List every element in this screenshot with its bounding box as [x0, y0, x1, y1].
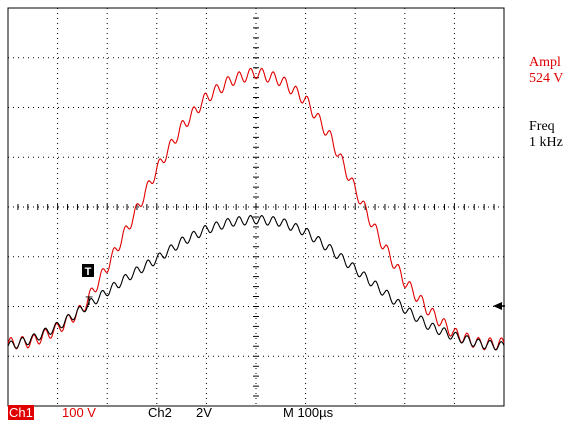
frequency-label: Freq	[529, 119, 555, 134]
ch1-trace	[7, 67, 505, 351]
timebase-readout: M 100µs	[283, 405, 334, 420]
amplitude-value: 524 V	[529, 71, 564, 86]
markers: T T	[82, 264, 505, 310]
trigger-level-marker[interactable]: T	[82, 264, 94, 278]
ground-reference-arrow-icon[interactable]	[493, 302, 505, 310]
trigger-level-label: T	[85, 266, 92, 278]
trigger-point-marker: T	[85, 294, 93, 308]
graticule	[7, 7, 505, 407]
waveform-traces	[7, 67, 505, 351]
ch1-volts-per-div: 100 V	[62, 405, 96, 420]
ch2-trace	[7, 214, 505, 351]
ch2-channel-label[interactable]: Ch2	[148, 405, 172, 420]
center-axis-ticks	[17, 17, 495, 397]
ch1-channel-badge[interactable]: Ch1	[8, 405, 34, 420]
ch2-volts-per-div: 2V	[196, 405, 212, 420]
amplitude-label: Ampl	[529, 55, 561, 70]
frequency-value: 1 kHz	[529, 135, 563, 150]
